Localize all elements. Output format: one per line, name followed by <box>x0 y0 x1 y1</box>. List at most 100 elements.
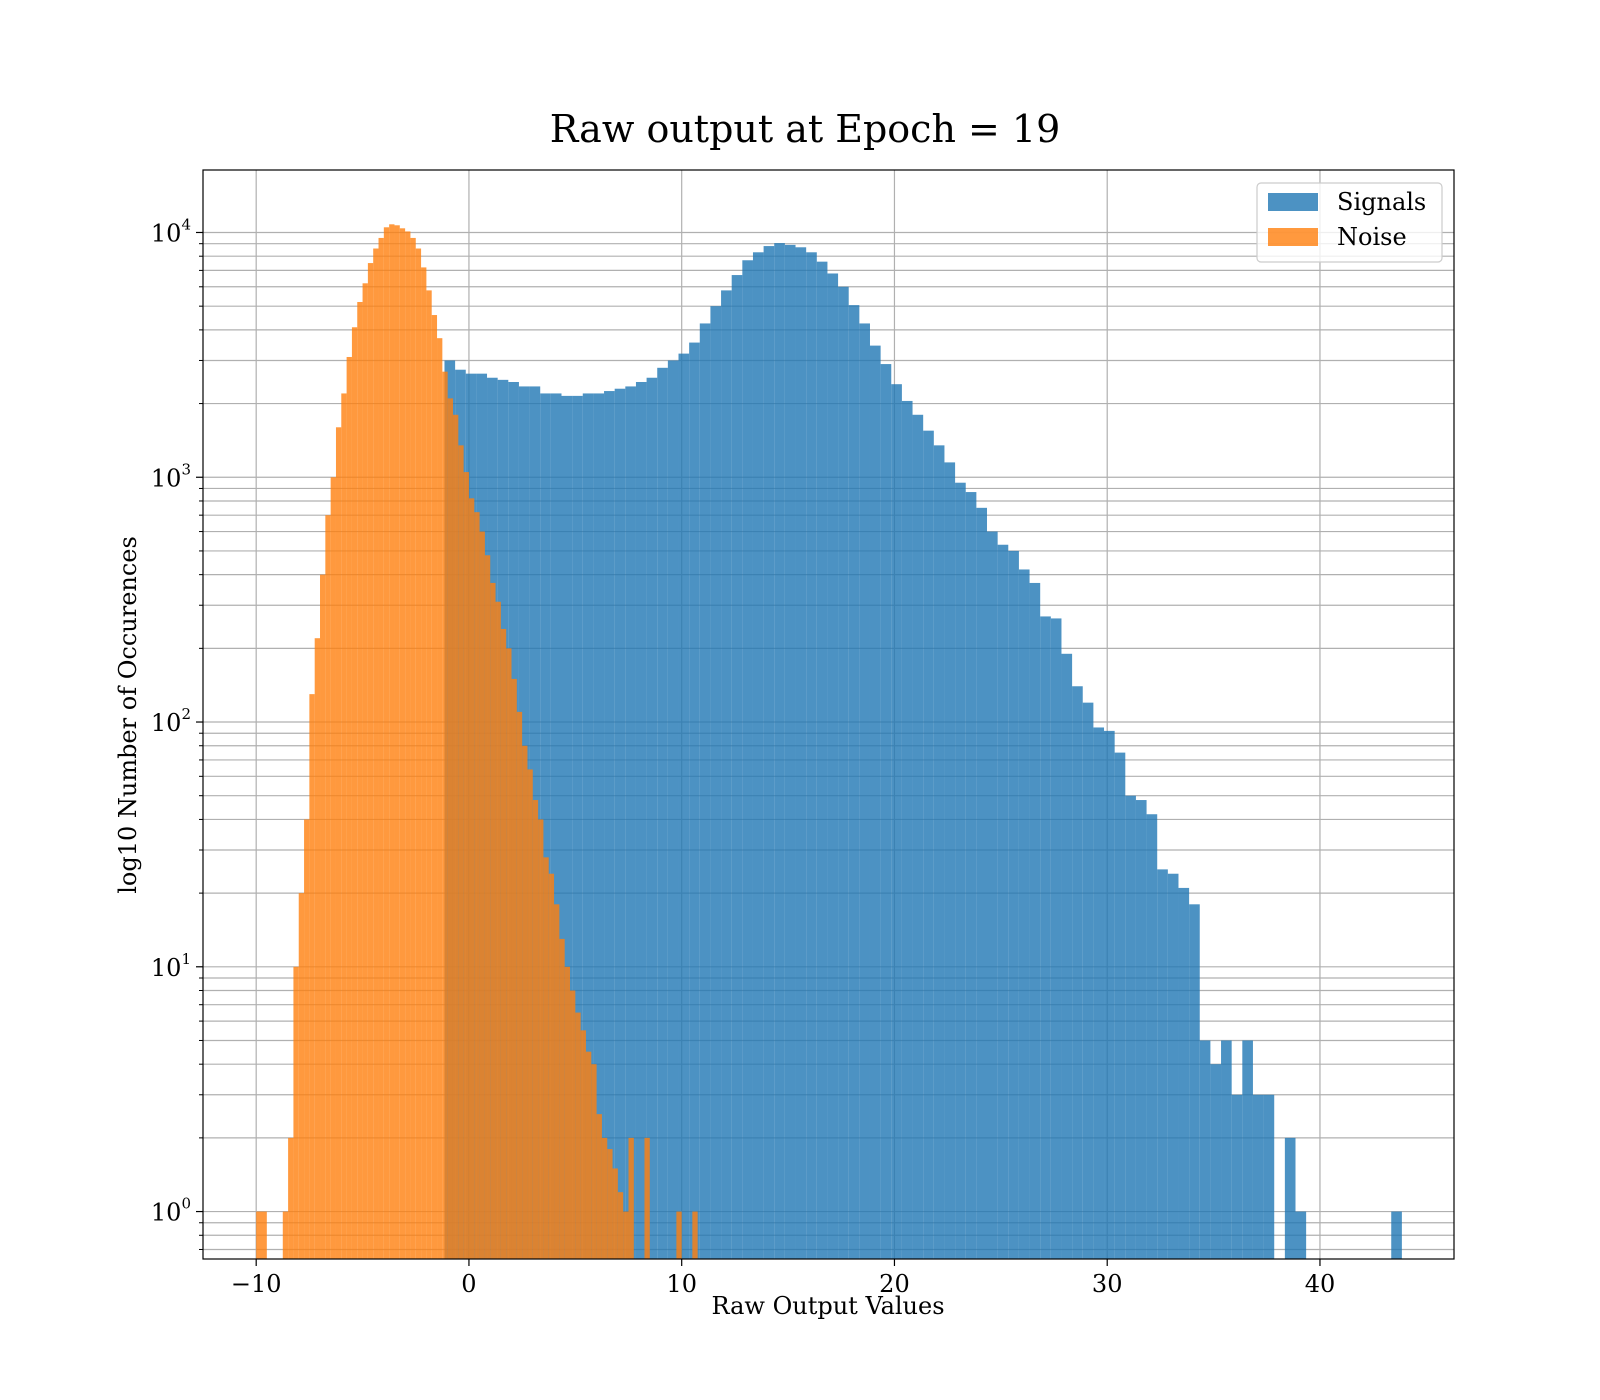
signals-bar <box>1072 686 1083 1259</box>
noise-bar <box>601 1137 608 1259</box>
signals-bar <box>582 393 594 1259</box>
noise-bar <box>410 237 416 1259</box>
signals-bar <box>816 261 828 1259</box>
signals-bar <box>848 305 860 1259</box>
legend-swatch-signals <box>1268 193 1318 211</box>
x-tick-label: −10 <box>231 1270 282 1298</box>
signals-bar <box>667 360 679 1260</box>
signals-bar <box>572 395 583 1259</box>
signals-bar <box>965 492 977 1259</box>
signals-bar <box>1135 800 1147 1259</box>
signals-bar <box>1295 1211 1307 1259</box>
noise-bar <box>437 338 443 1259</box>
signals-bar <box>1008 550 1019 1259</box>
signals-bar <box>1242 1040 1253 1259</box>
signals-bar <box>806 252 817 1259</box>
noise-bar <box>570 990 576 1259</box>
signals-bar <box>1104 730 1115 1259</box>
noise-bar <box>527 769 533 1259</box>
y-tick-label: 104 <box>151 215 191 247</box>
signals-bar <box>795 247 807 1259</box>
signals-bar <box>625 386 636 1259</box>
signals-bar <box>742 260 753 1259</box>
signals-bar <box>1050 618 1062 1259</box>
noise-bar <box>585 1051 592 1259</box>
x-tick-label: 30 <box>1092 1270 1123 1298</box>
noise-bar <box>394 225 400 1260</box>
noise-bar <box>341 393 347 1259</box>
signals-bar <box>976 507 988 1259</box>
signals-bar <box>901 400 913 1260</box>
noise-bar <box>357 301 363 1260</box>
signals-bar <box>1146 814 1158 1259</box>
legend: Signals Noise <box>1256 182 1443 263</box>
noise-bar <box>293 966 299 1259</box>
signals-bar <box>774 243 785 1260</box>
noise-bar <box>628 1137 634 1259</box>
signals-bar <box>699 323 711 1260</box>
x-axis-label: Raw Output Values <box>711 1292 944 1320</box>
signals-bar <box>997 544 1009 1259</box>
y-tick-label: 102 <box>151 705 191 737</box>
signals-bar <box>763 246 775 1259</box>
noise-bar <box>596 1114 602 1259</box>
signals-bar <box>955 482 966 1260</box>
series-noise <box>256 224 698 1260</box>
signals-bar <box>614 388 626 1259</box>
signals-bar <box>689 342 700 1259</box>
signals-bar <box>1061 653 1073 1259</box>
y-tick-label: 100 <box>151 1195 191 1227</box>
legend-swatch-noise <box>1268 228 1318 246</box>
noise-bar <box>532 800 539 1259</box>
signals-bar <box>784 244 796 1260</box>
signals-bar <box>1040 616 1051 1259</box>
noise-bar <box>463 472 469 1260</box>
noise-bar <box>548 873 555 1259</box>
noise-bar <box>325 515 331 1259</box>
signals-bar <box>593 393 605 1259</box>
y-tick-label: 101 <box>151 950 191 982</box>
signals-bar <box>827 273 839 1259</box>
noise-bar <box>378 237 384 1259</box>
noise-bar <box>543 857 549 1259</box>
noise-bar <box>346 356 352 1259</box>
signals-bar <box>646 377 658 1259</box>
noise-bar <box>484 555 491 1259</box>
noise-bar <box>490 582 496 1259</box>
noise-bar <box>298 893 305 1259</box>
noise-bar <box>522 745 528 1259</box>
noise-bar <box>389 224 395 1259</box>
noise-bar <box>692 1211 698 1259</box>
signals-bar <box>657 367 668 1259</box>
signals-bar <box>944 462 956 1259</box>
signals-bar <box>880 364 892 1259</box>
noise-bar <box>607 1149 613 1259</box>
signals-bar <box>710 306 722 1259</box>
signals-bar <box>752 252 764 1259</box>
signals-bar <box>1018 569 1030 1259</box>
signals-bar <box>1167 873 1179 1259</box>
signals-bar <box>1157 869 1168 1259</box>
signals-bar <box>1263 1094 1275 1259</box>
signals-bar <box>1093 727 1105 1259</box>
noise-bar <box>431 315 438 1259</box>
noise-bar <box>554 904 560 1259</box>
signals-bar <box>561 395 573 1259</box>
signals-bar <box>1029 582 1041 1259</box>
legend-label-signals: Signals <box>1337 188 1426 216</box>
signals-bar <box>1082 702 1094 1259</box>
x-tick-label: 0 <box>461 1270 476 1298</box>
y-tick-label: 103 <box>151 460 191 492</box>
chart-title: Raw output at Epoch = 19 <box>550 107 1061 151</box>
noise-bar <box>559 938 565 1259</box>
noise-bar <box>335 427 342 1260</box>
signals-bar <box>869 345 881 1259</box>
noise-bar <box>500 628 507 1259</box>
signals-bar <box>1221 1040 1232 1259</box>
noise-bar <box>575 1012 581 1259</box>
histogram-bars <box>256 224 1402 1260</box>
noise-bar <box>362 283 368 1259</box>
signals-bar <box>721 290 732 1259</box>
noise-bar <box>495 601 501 1259</box>
